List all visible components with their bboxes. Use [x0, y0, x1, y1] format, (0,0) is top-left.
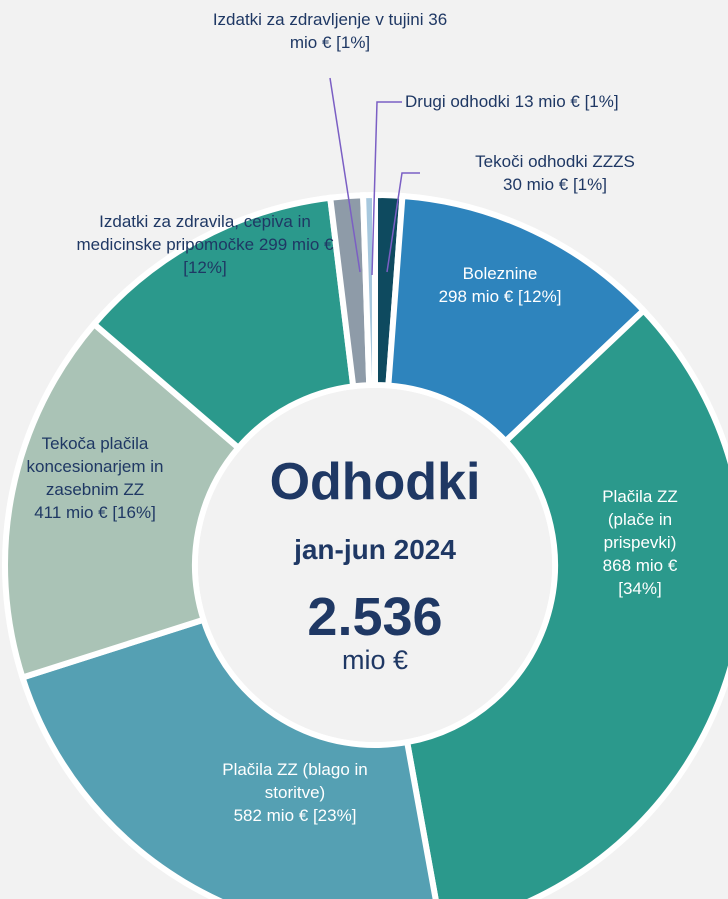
slice-label: Tekoča plačila koncesionarjem in zasebni… [20, 432, 170, 524]
category-name: Izdatki za zdravila, cepiva in medicinsk… [76, 212, 311, 254]
value-label: 299 mio € [12%] [183, 235, 334, 277]
category-name: Plačila ZZ (plače in prispevki) [602, 487, 678, 552]
slice [18, 615, 439, 899]
slice-label: Izdatki za zdravljenje v tujini 36 mio €… [205, 8, 455, 54]
center-period: jan-jun 2024 [294, 534, 456, 565]
value-label: 13 mio € [1%] [514, 92, 619, 111]
leader-line [371, 101, 402, 276]
center-total: 2.536 [307, 587, 443, 647]
slice [359, 191, 378, 389]
slice [385, 192, 648, 446]
category-name: Tekoča plačila koncesionarjem in zasebni… [26, 434, 164, 499]
slice-label: Tekoči odhodki ZZZS 30 mio € [1%] [445, 150, 665, 196]
value-label: 411 mio € [16%] [34, 503, 156, 522]
category-name: Plačila ZZ (blago in storitve) [222, 760, 368, 802]
slice [89, 194, 357, 453]
slice [2, 319, 243, 682]
slice [403, 306, 728, 899]
category-name: Izdatki za zdravljenje v tujini [212, 10, 424, 29]
center-title: Odhodki [269, 453, 481, 511]
value-label: 36 mio € [1%] [289, 10, 448, 52]
center-unit: mio € [341, 645, 409, 675]
value-label: 582 mio € [23%] [233, 806, 357, 825]
leader-line [329, 77, 361, 273]
value-label: 298 mio € [12%] [438, 287, 562, 306]
slice-label: Boleznine 298 mio € [12%] [420, 262, 580, 308]
category-name: Tekoči odhodki ZZZS [475, 152, 635, 171]
category-name: Drugi odhodki [405, 92, 510, 111]
donut-hole [198, 388, 552, 742]
value-label: 868 mio € [34%] [602, 556, 678, 598]
slice-label: Plačila ZZ (plače in prispevki) 868 mio €… [590, 485, 690, 600]
slice-label: Izdatki za zdravila, cepiva in medicinsk… [70, 210, 340, 279]
slice-label: Drugi odhodki 13 mio € [1%] [405, 90, 725, 113]
slice-label: Plačila ZZ (blago in storitve) 582 mio € … [215, 758, 375, 827]
category-name: Boleznine [462, 264, 538, 283]
leader-line [386, 172, 420, 273]
slices [2, 191, 728, 899]
value-label: 30 mio € [1%] [503, 175, 607, 194]
